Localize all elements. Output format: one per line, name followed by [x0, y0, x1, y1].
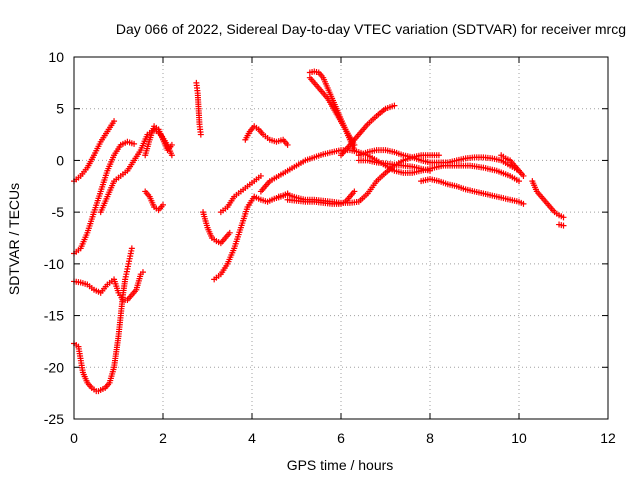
series-track-j	[211, 190, 291, 283]
data-point-marker	[139, 269, 146, 276]
series-track-x	[556, 221, 567, 229]
series-track-s	[355, 147, 522, 174]
x-tick-label: 6	[337, 430, 345, 446]
y-tick-label: 5	[56, 101, 64, 117]
series-track-m	[257, 147, 522, 195]
series-track-w	[529, 178, 567, 221]
y-tick-label: -15	[44, 308, 64, 324]
series-track-h	[193, 79, 204, 138]
series-track-a	[71, 118, 118, 185]
series-track-f	[142, 123, 175, 159]
x-tick-label: 10	[511, 430, 527, 446]
data-point-marker	[168, 152, 175, 159]
data-point-marker	[284, 141, 291, 148]
data-point-marker	[560, 214, 567, 221]
series-track-t	[355, 157, 433, 174]
data-point-marker	[257, 172, 264, 179]
chart-title: Day 066 of 2022, Sidereal Day-to-day VTE…	[116, 21, 626, 37]
data-point-marker	[427, 167, 433, 174]
series-track-u	[418, 176, 527, 207]
series-track-r	[338, 102, 398, 159]
x-axis-label: GPS time / hours	[287, 457, 394, 473]
y-tick-label: -5	[52, 204, 65, 220]
data-point-marker	[131, 140, 138, 147]
data-point-marker	[391, 102, 398, 109]
series-track-d	[71, 269, 146, 304]
series-track-l	[242, 123, 291, 148]
y-tick-label: 0	[56, 152, 64, 168]
data-point-marker	[168, 141, 175, 148]
y-tick-label: -20	[44, 359, 64, 375]
x-tick-label: 4	[248, 430, 256, 446]
series-track-i	[200, 209, 233, 247]
data-point-marker	[128, 245, 135, 252]
plot-frame	[73, 56, 609, 420]
series-track-b	[71, 138, 138, 257]
data-point-marker	[160, 201, 166, 208]
data-point-marker	[560, 222, 567, 229]
x-tick-label: 12	[600, 430, 616, 446]
x-tick-label: 8	[426, 430, 434, 446]
data-point-marker	[226, 229, 233, 236]
data-point-marker	[197, 131, 204, 138]
x-tick-label: 0	[70, 430, 78, 446]
y-tick-label: 10	[48, 49, 64, 65]
y-tick-label: -25	[44, 411, 64, 427]
y-axis-label: SDTVAR / TECUs	[6, 183, 22, 295]
data-point-marker	[516, 178, 522, 185]
series-track-g	[142, 188, 166, 214]
x-tick-labels: 0 2 4 6 8 10 12	[70, 430, 616, 446]
y-tick-label: -10	[44, 256, 64, 272]
data-point-marker	[520, 172, 527, 179]
grid-lines	[74, 57, 608, 419]
data-point-marker	[435, 152, 442, 159]
data-point-marker	[351, 188, 358, 195]
data-point-marker	[351, 147, 358, 154]
series-track-c	[71, 245, 135, 395]
series-track-k	[217, 172, 264, 216]
data-point-marker	[520, 200, 527, 207]
data-points	[71, 68, 567, 395]
series-track-q	[306, 74, 358, 148]
y-tick-labels: -25 -20 -15 -10 -5 0 5 10	[44, 49, 64, 427]
series-track-v	[498, 152, 527, 179]
data-point-marker	[111, 118, 118, 125]
x-tick-label: 2	[159, 430, 167, 446]
series-track-o	[284, 188, 358, 207]
